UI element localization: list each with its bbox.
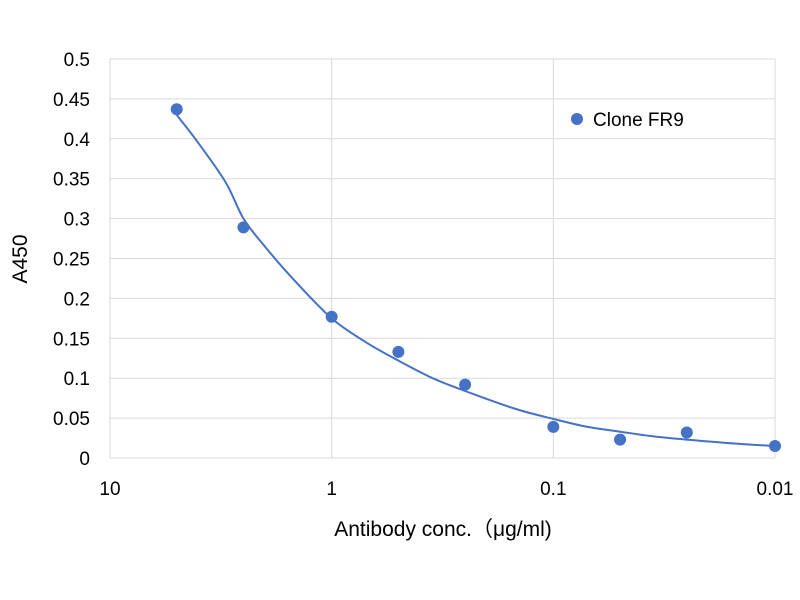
grid <box>109 58 776 459</box>
data-point <box>459 378 472 391</box>
y-tick-label: 0.5 <box>64 50 90 71</box>
y-tick-label: 0 <box>79 449 90 470</box>
y-tick-label: 0.4 <box>64 130 91 151</box>
y-tick-label: 0.1 <box>64 369 90 390</box>
data-point <box>170 103 183 116</box>
data-point <box>769 440 781 453</box>
data-point <box>614 433 627 446</box>
legend: Clone FR9 <box>571 110 684 131</box>
x-tick-label: 0.1 <box>540 479 566 500</box>
y-tick-label: 0.45 <box>53 90 90 111</box>
y-tick-label: 0.05 <box>53 409 90 430</box>
x-axis-title: Antibody conc.（μg/ml) <box>334 518 552 541</box>
data-point <box>680 426 693 439</box>
data-point <box>237 221 250 234</box>
y-tick-label: 0.15 <box>53 329 90 350</box>
legend-label: Clone FR9 <box>593 110 684 131</box>
y-tick-label: 0.35 <box>53 170 90 191</box>
y-tick-label: 0.3 <box>64 210 90 231</box>
legend-marker <box>571 113 583 125</box>
x-tick-label: 10 <box>99 479 120 500</box>
x-tick-label: 1 <box>326 479 337 500</box>
x-tick-label: 0.01 <box>757 479 794 500</box>
y-tick-label: 0.2 <box>64 289 90 310</box>
x-axis-ticks: 10 1 0.1 0.01 <box>99 479 793 500</box>
data-points <box>170 103 781 453</box>
data-point <box>547 420 560 433</box>
trendline <box>175 114 776 447</box>
y-tick-label: 0.25 <box>53 250 90 271</box>
data-point <box>325 310 338 323</box>
y-axis-title: A450 <box>9 234 32 283</box>
data-point <box>392 345 405 358</box>
y-axis-ticks: 0 0.05 0.1 0.15 0.2 0.25 0.3 0.35 0.4 0.45 0.5 <box>53 50 90 470</box>
